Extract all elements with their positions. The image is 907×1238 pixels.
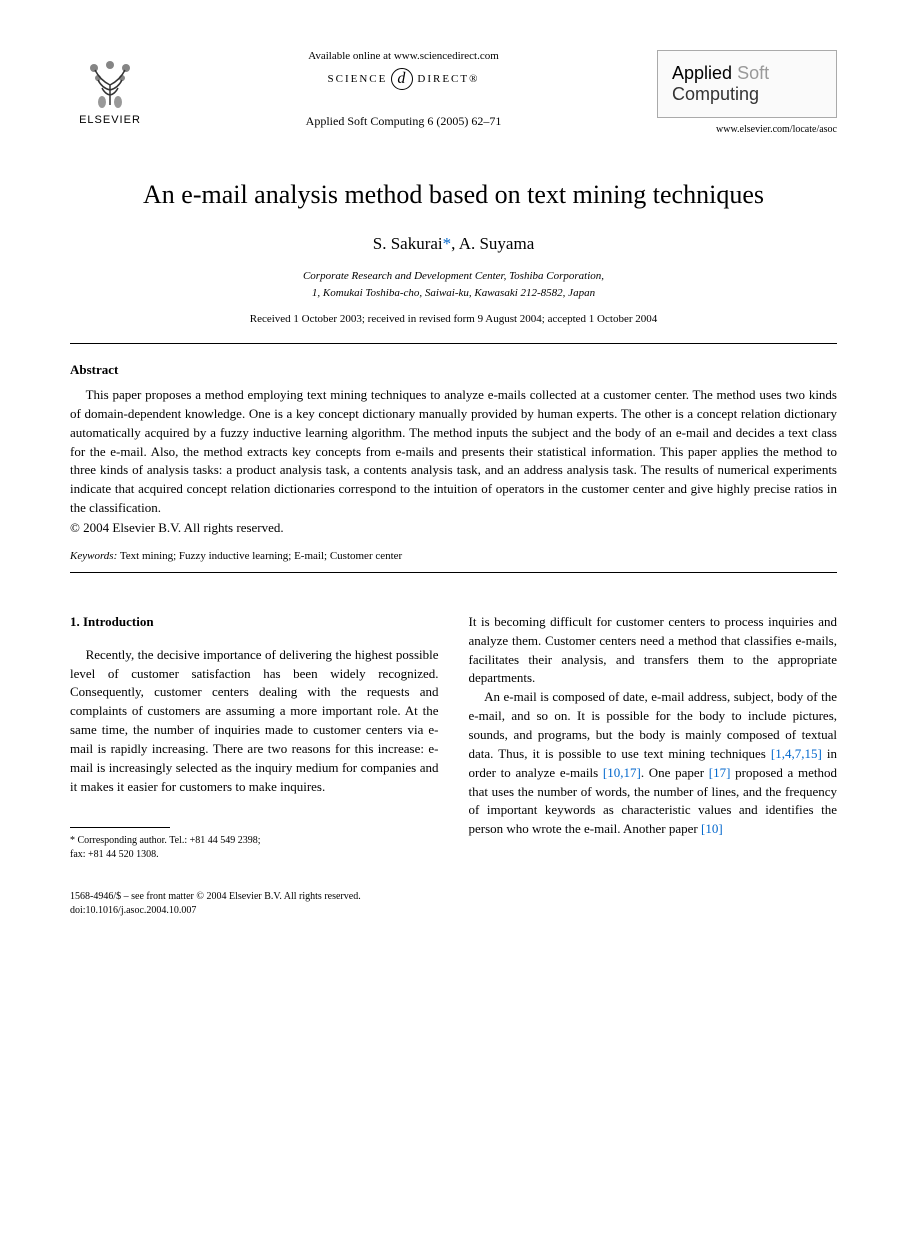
journal-name-soft: Soft — [737, 63, 769, 83]
sciencedirect-d-icon: d — [391, 68, 413, 90]
footnote-line1: * Corresponding author. Tel.: +81 44 549… — [70, 834, 439, 848]
journal-name-box: Applied Soft Computing — [657, 50, 837, 118]
publisher-logo: ELSEVIER — [70, 50, 150, 140]
column-right: It is becoming difficult for customer ce… — [469, 613, 838, 862]
journal-name-line1: Applied Soft — [672, 63, 822, 84]
sciencedirect-left: SCIENCE — [328, 73, 388, 85]
article-title: An e-mail analysis method based on text … — [70, 180, 837, 210]
journal-box: Applied Soft Computing www.elsevier.com/… — [657, 50, 837, 135]
sciencedirect-logo: SCIENCE d DIRECT® — [328, 68, 480, 90]
corresponding-footnote: * Corresponding author. Tel.: +81 44 549… — [70, 834, 439, 862]
affiliation-line1: Corporate Research and Development Cente… — [70, 268, 837, 285]
author-sep: , — [451, 234, 459, 253]
journal-url: www.elsevier.com/locate/asoc — [657, 124, 837, 135]
citation-2[interactable]: [10,17] — [603, 765, 641, 780]
journal-name-computing: Computing — [672, 84, 822, 105]
journal-name-applied: Applied — [672, 63, 732, 83]
intro-para-3: An e-mail is composed of date, e-mail ad… — [469, 688, 838, 839]
keywords-text: Text mining; Fuzzy inductive learning; E… — [117, 550, 402, 562]
p3-c: . One paper — [641, 765, 709, 780]
rule-bottom — [70, 572, 837, 573]
sciencedirect-right: DIRECT® — [417, 73, 479, 85]
footnote-separator — [70, 827, 170, 828]
keywords-label: Keywords: — [70, 550, 117, 562]
footer-meta: 1568-4946/$ – see front matter © 2004 El… — [70, 890, 837, 918]
affiliation-line2: 1, Komukai Toshiba-cho, Saiwai-ku, Kawas… — [70, 285, 837, 302]
article-history: Received 1 October 2003; received in rev… — [70, 313, 837, 325]
rule-top — [70, 343, 837, 344]
footer-line2: doi:10.1016/j.asoc.2004.10.007 — [70, 904, 837, 918]
citation-1[interactable]: [1,4,7,15] — [771, 746, 822, 761]
column-left: 1. Introduction Recently, the decisive i… — [70, 613, 439, 862]
header-center: Available online at www.sciencedirect.co… — [150, 50, 657, 129]
affiliation: Corporate Research and Development Cente… — [70, 268, 837, 301]
section-1-heading: 1. Introduction — [70, 613, 439, 632]
available-online-text: Available online at www.sciencedirect.co… — [170, 50, 637, 62]
abstract-text: This paper proposes a method employing t… — [70, 386, 837, 518]
footnote-line2: fax: +81 44 520 1308. — [70, 848, 439, 862]
author-2: A. Suyama — [459, 234, 535, 253]
intro-para-1: Recently, the decisive importance of del… — [70, 646, 439, 797]
body-columns: 1. Introduction Recently, the decisive i… — [70, 613, 837, 862]
author-1: S. Sakurai — [373, 234, 443, 253]
citation-4[interactable]: [10] — [701, 821, 723, 836]
citation-3[interactable]: [17] — [709, 765, 731, 780]
elsevier-tree-icon — [80, 50, 140, 110]
footer-line1: 1568-4946/$ – see front matter © 2004 El… — [70, 890, 837, 904]
page-header: ELSEVIER Available online at www.science… — [70, 50, 837, 140]
abstract-copyright: © 2004 Elsevier B.V. All rights reserved… — [70, 520, 837, 536]
corresponding-marker: * — [443, 234, 452, 253]
authors: S. Sakurai*, A. Suyama — [70, 234, 837, 254]
intro-para-2: It is becoming difficult for customer ce… — [469, 613, 838, 688]
keywords: Keywords: Text mining; Fuzzy inductive l… — [70, 550, 837, 562]
abstract-heading: Abstract — [70, 362, 837, 378]
publisher-name: ELSEVIER — [79, 114, 141, 126]
journal-citation: Applied Soft Computing 6 (2005) 62–71 — [170, 114, 637, 129]
